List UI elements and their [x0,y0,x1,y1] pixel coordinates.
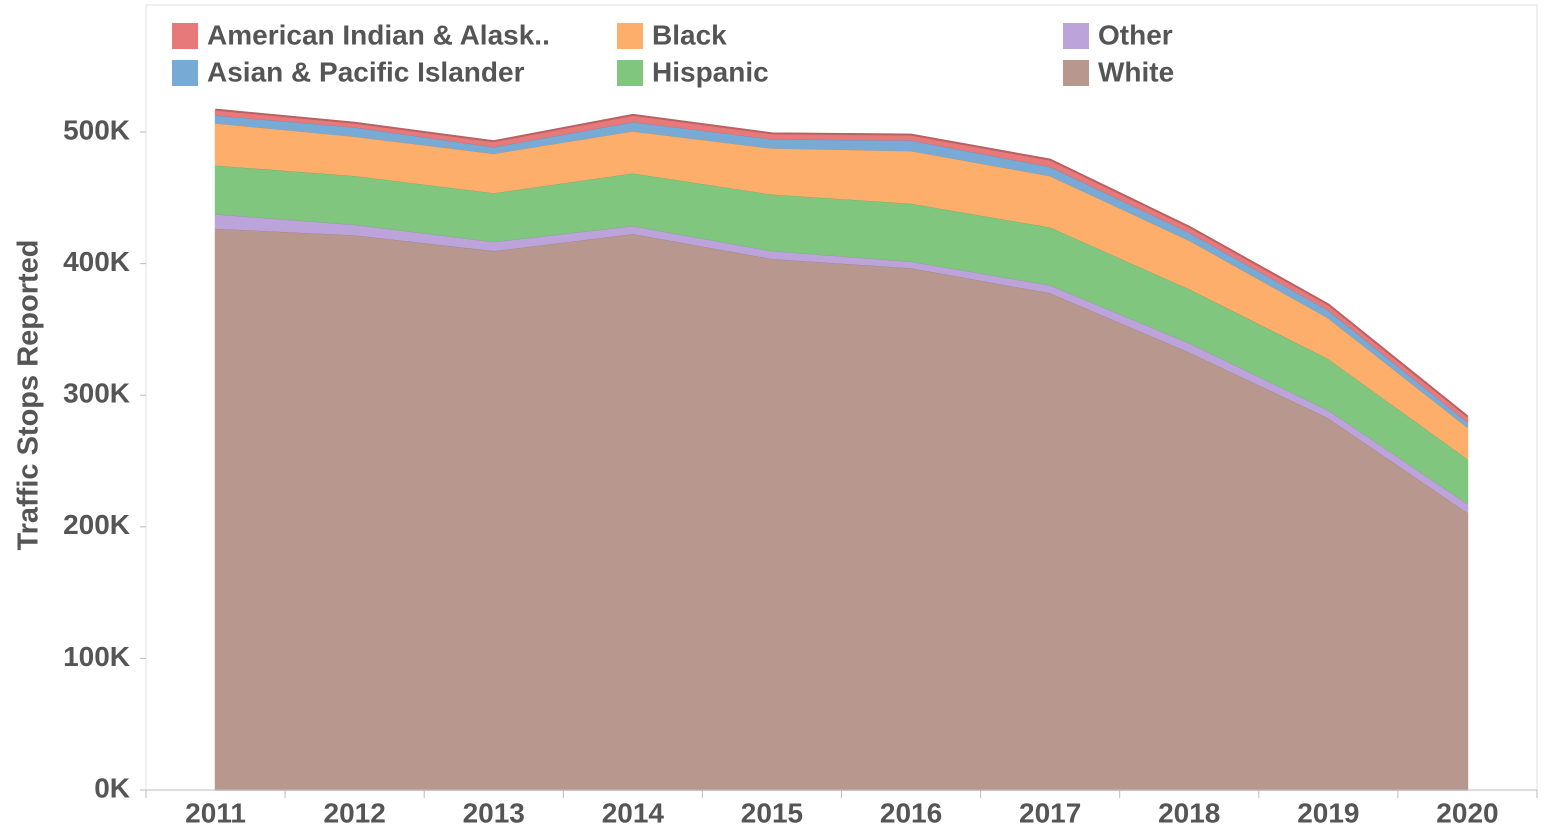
legend-label: Other [1098,19,1173,50]
legend-label: Hispanic [652,56,769,87]
area-edge [215,108,1469,418]
y-tick-label: 100K [63,641,130,672]
x-tick-label: 2016 [880,797,942,828]
legend-swatch [1063,23,1089,49]
y-tick-label: 300K [63,378,130,409]
legend-swatch [617,60,643,86]
legend-label: American Indian & Alask.. [207,19,550,50]
legend-label: Asian & Pacific Islander [207,56,525,87]
y-axis-title: Traffic Stops Reported [13,240,45,551]
legend-swatch [172,60,198,86]
legend-label: Black [652,19,727,50]
x-tick-label: 2014 [602,797,665,828]
x-tick-label: 2017 [1019,797,1081,828]
x-tick-label: 2012 [324,797,386,828]
y-tick-label: 500K [63,114,130,145]
x-tick-label: 2015 [741,797,803,828]
x-tick-label: 2013 [463,797,525,828]
legend-swatch [617,23,643,49]
legend-label: White [1098,56,1174,87]
y-tick-label: 400K [63,246,130,277]
y-tick-label: 0K [94,772,130,803]
legend-swatch [172,23,198,49]
legend-swatch [1063,60,1089,86]
x-tick-label: 2020 [1436,797,1498,828]
y-tick-label: 200K [63,509,130,540]
x-tick-label: 2011 [185,797,246,828]
x-tick-label: 2018 [1158,797,1220,828]
x-tick-label: 2019 [1297,797,1359,828]
